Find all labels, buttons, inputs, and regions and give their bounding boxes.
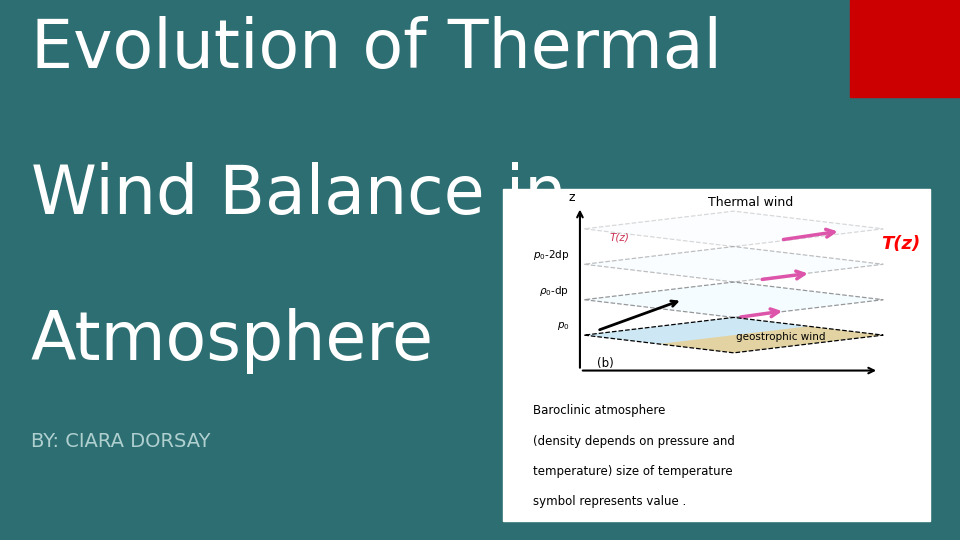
- Text: Baroclinic atmosphere: Baroclinic atmosphere: [533, 404, 665, 417]
- Text: BY: CIARA DORSAY: BY: CIARA DORSAY: [31, 432, 210, 451]
- Text: T(z): T(z): [610, 233, 630, 242]
- Polygon shape: [585, 247, 883, 282]
- Bar: [503, 189, 930, 521]
- Polygon shape: [585, 282, 883, 318]
- Polygon shape: [585, 211, 883, 247]
- Text: $p_0$: $p_0$: [557, 320, 569, 332]
- Text: Evolution of Thermal: Evolution of Thermal: [31, 16, 722, 82]
- Polygon shape: [659, 326, 883, 353]
- Text: Wind Balance in: Wind Balance in: [31, 162, 566, 228]
- Text: z: z: [568, 192, 575, 205]
- Text: (b): (b): [597, 357, 614, 370]
- Polygon shape: [585, 318, 883, 353]
- Text: Thermal wind: Thermal wind: [708, 195, 794, 208]
- Text: $p_0$-2dp: $p_0$-2dp: [533, 248, 569, 262]
- Text: symbol represents value .: symbol represents value .: [533, 495, 686, 508]
- Text: Atmosphere: Atmosphere: [31, 308, 434, 374]
- Text: (density depends on pressure and: (density depends on pressure and: [533, 435, 734, 448]
- Bar: [850, 0, 960, 97]
- Text: geostrophic wind: geostrophic wind: [736, 332, 826, 342]
- Text: T(z): T(z): [880, 235, 920, 253]
- Text: temperature) size of temperature: temperature) size of temperature: [533, 465, 732, 478]
- Text: $\rho_0$-dp: $\rho_0$-dp: [540, 284, 569, 298]
